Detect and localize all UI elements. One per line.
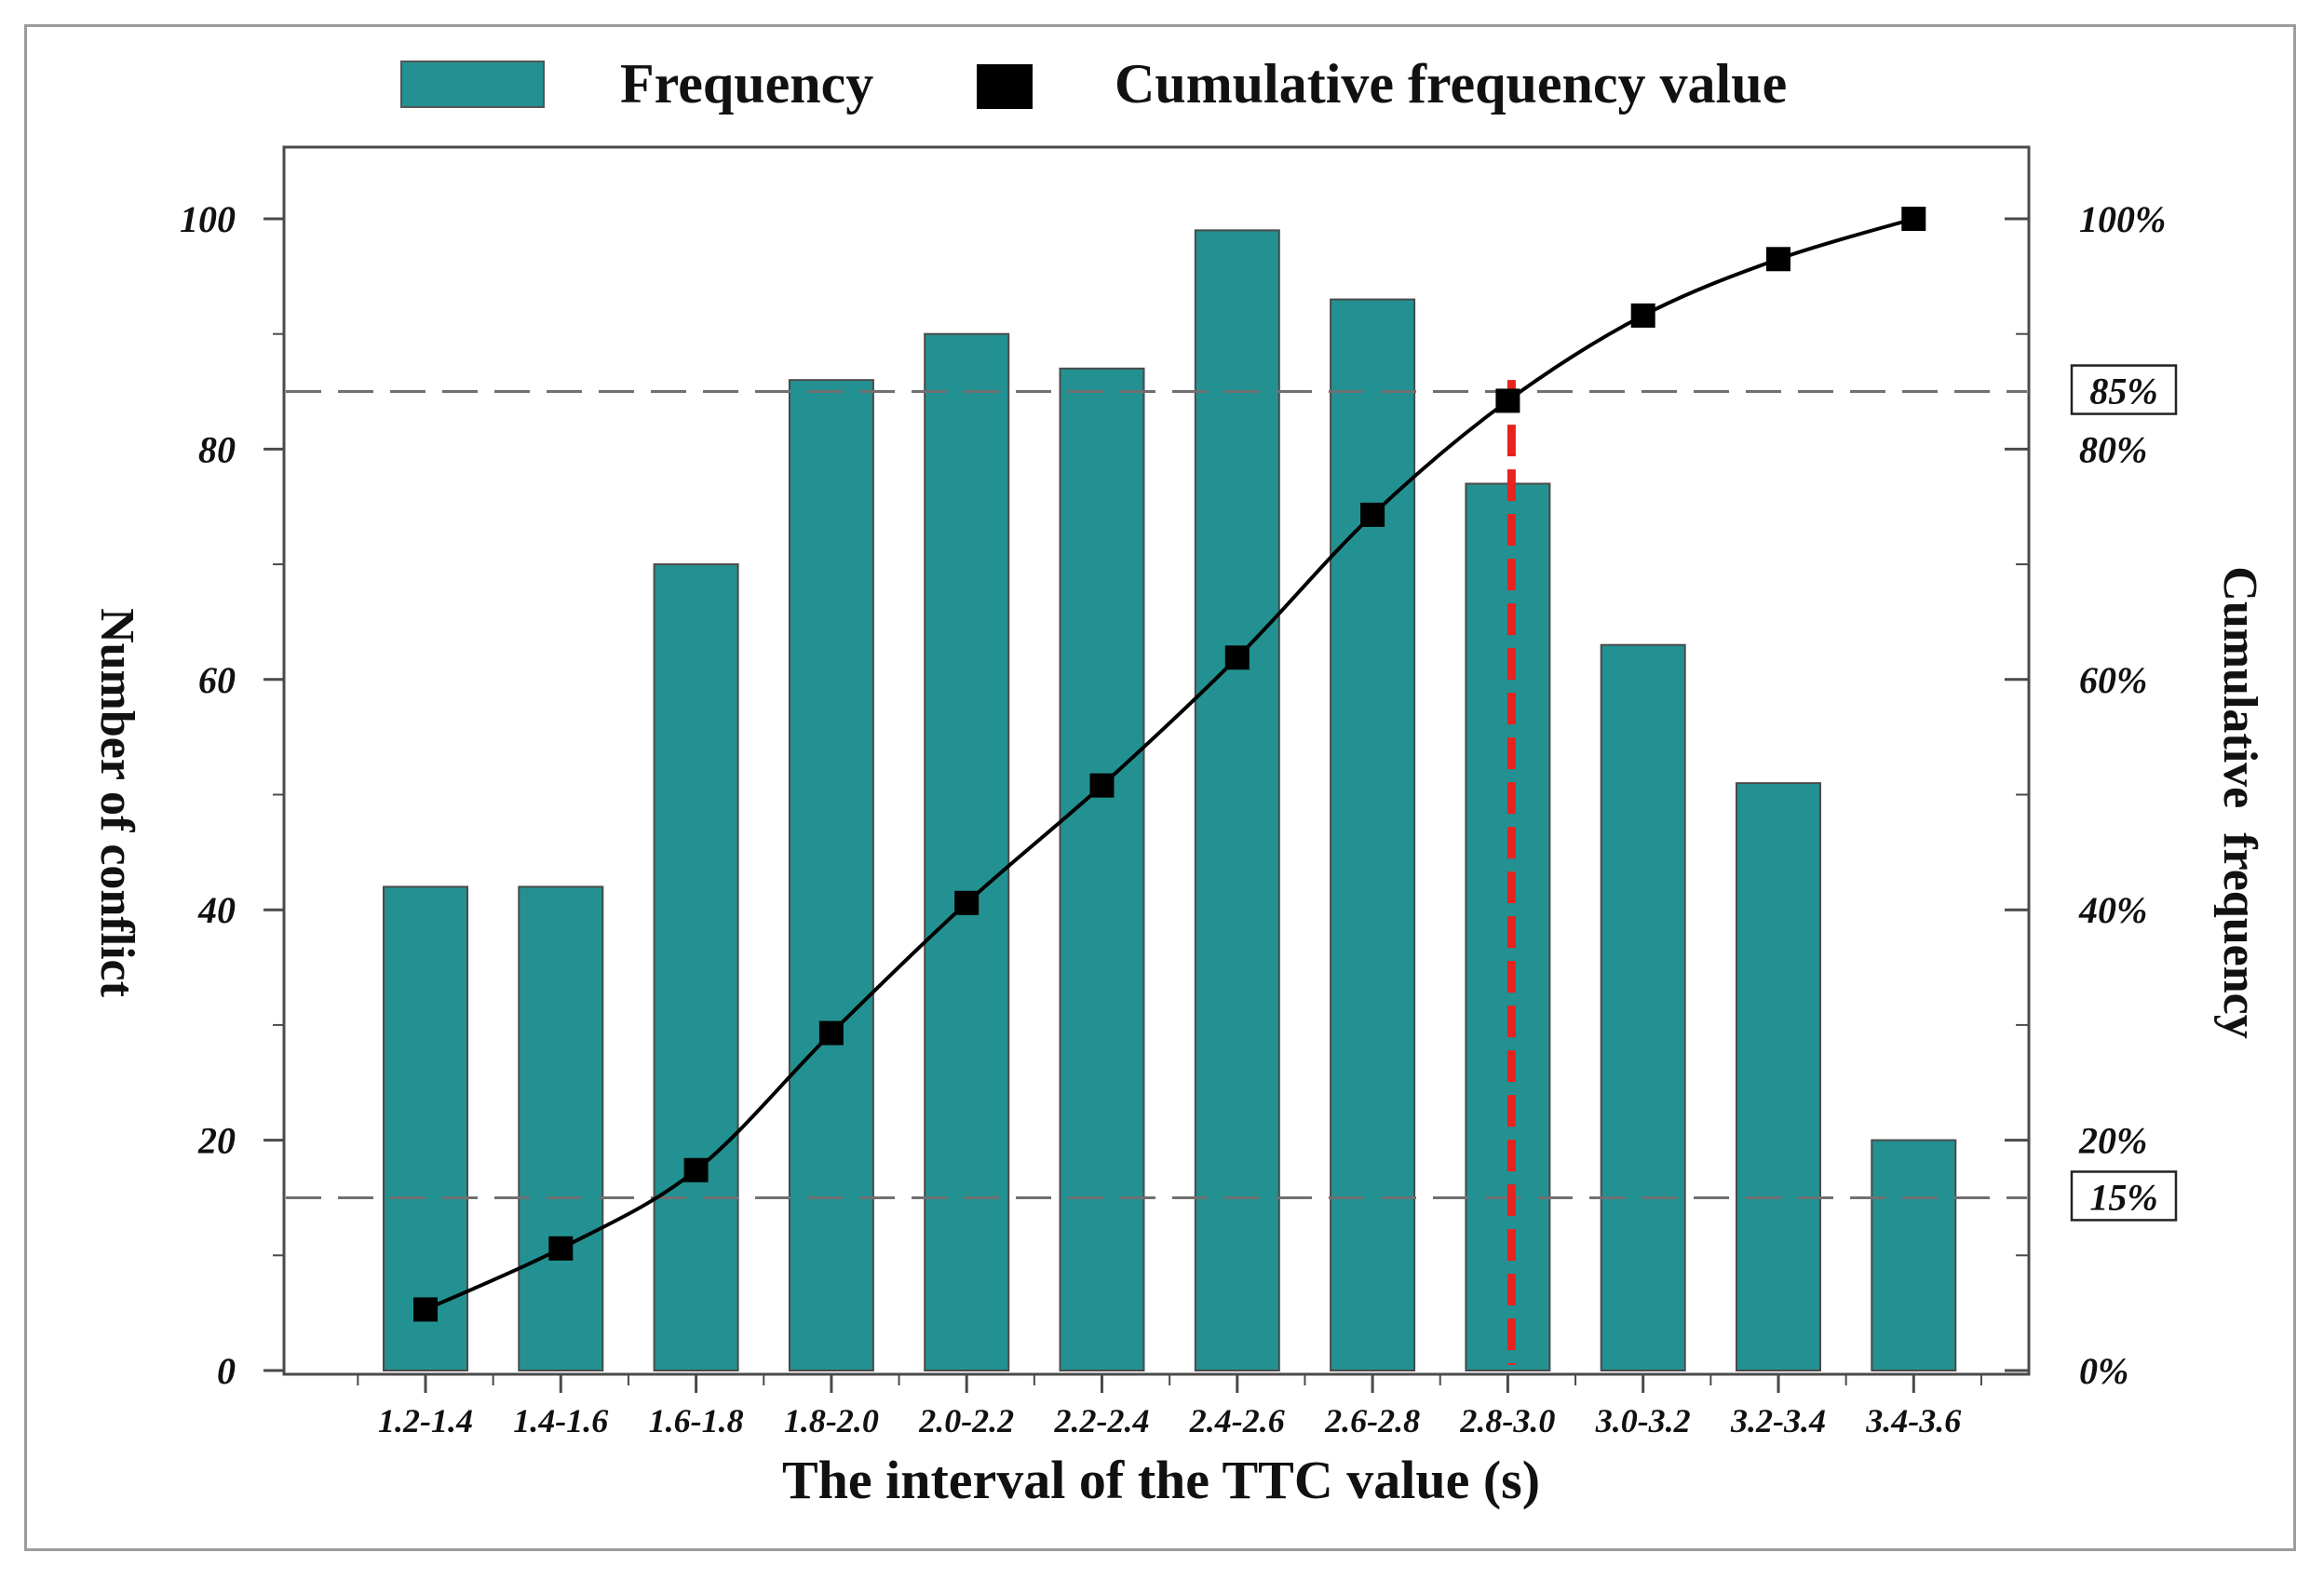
y-tick-label-20: 20: [197, 1120, 236, 1162]
legend-swatch-frequency: [400, 61, 545, 108]
x-tick-label-3.2-3.4: 3.2-3.4: [1730, 1402, 1826, 1439]
bar-2.0-2.2: [924, 332, 1010, 1372]
cumulative-point-3.0-3.2: [1630, 303, 1655, 328]
y-tick-label-40: 40: [197, 889, 236, 931]
x-tick-label-2.4-2.6: 2.4-2.6: [1189, 1402, 1285, 1439]
cumulative-point-2.0-2.2: [954, 890, 980, 915]
y-tick-label-100: 100: [180, 198, 236, 240]
bar-2.6-2.8: [1330, 298, 1416, 1372]
legend-label-frequency: Frequency: [620, 53, 873, 115]
cumulative-point-1.4-1.6: [548, 1236, 574, 1261]
cumulative-point-2.2-2.4: [1089, 773, 1115, 798]
y-axis-title: Number of conflict: [90, 608, 143, 998]
bar-2.4-2.6: [1194, 229, 1280, 1371]
bar-3.0-3.2: [1600, 643, 1686, 1371]
x-tick-label-2.2-2.4: 2.2-2.4: [1054, 1402, 1150, 1439]
cumulative-line: [413, 207, 1926, 1322]
x-tick-label-1.8-2.0: 1.8-2.0: [784, 1402, 879, 1439]
y2-tick-label-80: 80%: [2079, 428, 2147, 470]
reference-lines: 85% 15%: [286, 364, 2178, 1222]
y-axis-left: 0 20 40 60 80 100: [180, 198, 284, 1392]
cumulative-point-3.4-3.6: [1901, 207, 1926, 231]
y2-tick-label-0: 0%: [2079, 1350, 2128, 1392]
bar-1.8-2.0: [788, 379, 874, 1371]
x-axis-title: The interval of the TTC value (s): [782, 1450, 1540, 1510]
bar-2.2-2.4: [1059, 367, 1145, 1371]
cumulative-point-2.4-2.6: [1224, 645, 1250, 670]
reference-label-box-85%: [2070, 364, 2178, 415]
legend-marker-cumulative: [977, 64, 1033, 109]
cumulative-point-1.6-1.8: [683, 1157, 709, 1182]
chart-svg: Frequency Cumulative frequency value 85%…: [90, 53, 2266, 1510]
y-tick-label-60: 60: [198, 659, 236, 701]
y2-axis-title: Cumulative frequency: [2213, 566, 2266, 1038]
bars: [383, 229, 1957, 1372]
cumulative-point-2.6-2.8: [1360, 502, 1385, 527]
x-tick-label-1.4-1.6: 1.4-1.6: [513, 1402, 608, 1439]
bar-1.4-1.6: [518, 885, 604, 1371]
x-tick-label-3.0-3.2: 3.0-3.2: [1595, 1402, 1691, 1439]
bar-3.4-3.6: [1871, 1139, 1957, 1371]
y2-tick-label-60: 60%: [2079, 659, 2147, 701]
cumulative-point-2.8-3.0: [1495, 388, 1520, 413]
y2-tick-label-40: 40%: [2078, 889, 2147, 931]
plot-area: [282, 145, 2031, 1376]
reference-label-85%: 85%: [2089, 371, 2157, 412]
y-tick-label-80: 80: [198, 428, 236, 470]
x-tick-label-2.0-2.2: 2.0-2.2: [918, 1402, 1014, 1439]
reference-label-15%: 15%: [2089, 1176, 2157, 1218]
y2-tick-label-20: 20%: [2078, 1120, 2147, 1162]
cumulative-point-1.8-2.0: [818, 1020, 844, 1046]
x-tick-label-2.6-2.8: 2.6-2.8: [1324, 1402, 1420, 1439]
bar-1.2-1.4: [383, 885, 468, 1371]
bar-1.6-1.8: [653, 563, 739, 1371]
reference-label-box-15%: [2070, 1170, 2178, 1222]
bar-3.2-3.4: [1736, 782, 1821, 1371]
y-tick-label-0: 0: [217, 1350, 236, 1392]
cumulative-point-3.2-3.4: [1766, 247, 1790, 272]
x-tick-label-2.8-3.0: 2.8-3.0: [1459, 1402, 1555, 1439]
legend: Frequency Cumulative frequency value: [400, 53, 1787, 115]
x-tick-label-1.2-1.4: 1.2-1.4: [378, 1402, 473, 1439]
cumulative-point-1.2-1.4: [413, 1297, 438, 1322]
y2-tick-label-100: 100%: [2079, 198, 2166, 240]
legend-label-cumulative: Cumulative frequency value: [1115, 53, 1787, 115]
x-tick-label-1.6-1.8: 1.6-1.8: [649, 1402, 744, 1439]
y-axis-right: 0% 20% 40% 60% 80% 100%: [2005, 198, 2166, 1392]
chart-frame: Frequency Cumulative frequency value 85%…: [24, 24, 2296, 1551]
cumulative-line-path: [425, 217, 1914, 1312]
x-axis: 1.2-1.4 1.4-1.6 1.6-1.8 1.8-2.0 2.0-2.2 2.2-2…: [357, 1374, 1982, 1439]
x-tick-label-3.4-3.6: 3.4-3.6: [1865, 1402, 1961, 1439]
